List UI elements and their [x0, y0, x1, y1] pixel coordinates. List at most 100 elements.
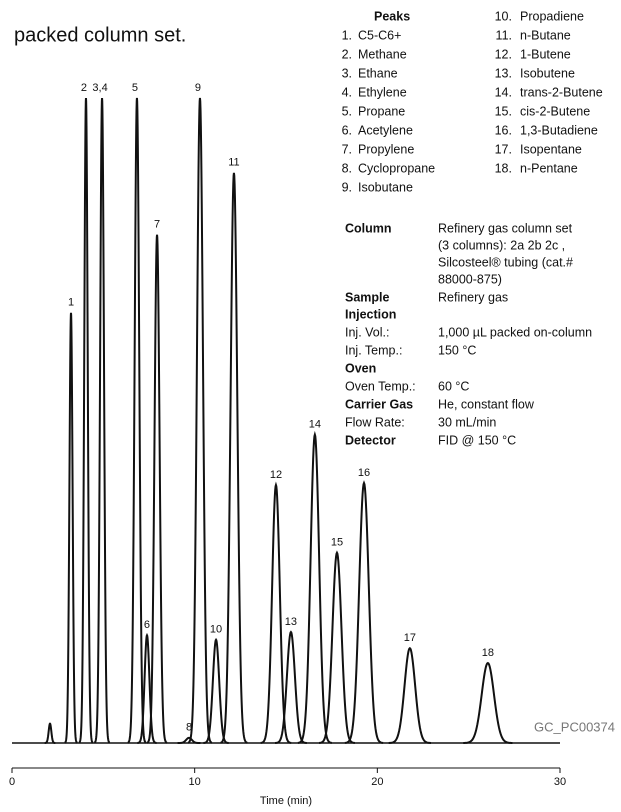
peak-label: 12: [270, 469, 282, 481]
x-tick-label: 20: [371, 776, 383, 788]
peak-number: 11.: [496, 28, 512, 42]
peak-number: 3.: [342, 66, 352, 80]
caption: packed column set.: [14, 24, 186, 46]
peak-number: 18.: [495, 161, 512, 175]
condition-value: Refinery gas column set: [438, 221, 573, 235]
peak-name: Ethylene: [358, 85, 407, 99]
x-tick-label: 30: [554, 776, 566, 788]
peak-label: 15: [331, 537, 343, 549]
peak: [344, 480, 384, 744]
condition-label: Detector: [345, 433, 396, 447]
peak-name: cis-2-Butene: [520, 104, 590, 118]
x-axis-label: Time (min): [260, 795, 312, 807]
condition-label: Injection: [345, 307, 396, 321]
peak: [177, 736, 201, 744]
peak-number: 8.: [342, 161, 352, 175]
peak-label: 1: [68, 297, 74, 309]
peak: [274, 630, 307, 744]
peak-label: 13: [285, 616, 297, 628]
peak-number: 5.: [342, 104, 352, 118]
peak-label: 11: [228, 157, 239, 169]
condition-value: 30 mL/min: [438, 415, 496, 429]
condition-label: Oven Temp.:: [345, 379, 416, 393]
peak: [388, 646, 432, 744]
peak-label: 6: [144, 619, 150, 631]
peak-list-title: Peaks: [374, 9, 410, 23]
peak-number: 6.: [342, 123, 352, 137]
peak-label: 17: [404, 632, 416, 644]
x-tick-label: 10: [189, 776, 201, 788]
peak-number: 4.: [342, 85, 352, 99]
condition-value: Refinery gas: [438, 290, 508, 304]
peak-name: trans-2-Butene: [520, 85, 603, 99]
peak-name: Isobutane: [358, 180, 413, 194]
peak: [187, 97, 213, 744]
watermark: GC_PC00374: [534, 719, 615, 734]
peak-label: 2: [81, 82, 87, 94]
peak-name: Propylene: [358, 142, 414, 156]
peak-label: 18: [482, 647, 494, 659]
peak-number: 16.: [495, 123, 512, 137]
peak: [127, 97, 147, 744]
condition-value: 88000-875): [438, 272, 502, 286]
peak-number: 14.: [495, 85, 512, 99]
condition-label: Inj. Vol.:: [345, 325, 389, 339]
peak-number: 13.: [495, 66, 512, 80]
peak-name: C5-C6+: [358, 28, 401, 42]
peak-label: 14: [309, 419, 321, 431]
peak: [64, 312, 78, 744]
peak-number: 10.: [495, 9, 512, 23]
peak: [463, 661, 513, 744]
peak-label: 16: [358, 467, 370, 479]
condition-value: 1,000 µL packed on-column: [438, 325, 592, 339]
peak: [93, 97, 111, 744]
peak-number: 2.: [342, 47, 352, 61]
condition-value: Silcosteel® tubing (cat.#: [438, 255, 573, 269]
peak-number: 12.: [495, 47, 512, 61]
peak-label: 5: [132, 82, 138, 94]
condition-value: (3 columns): 2a 2b 2c ,: [438, 238, 565, 252]
peak-name: Ethane: [358, 66, 398, 80]
peak-label: 8: [186, 722, 192, 734]
x-tick-label: 0: [9, 776, 15, 788]
peak-label: 7: [154, 219, 160, 231]
peak-number: 15.: [495, 104, 512, 118]
peak-number: 17.: [495, 142, 512, 156]
peak: [297, 430, 332, 744]
condition-value: 150 °C: [438, 343, 476, 357]
peak-number: 7.: [342, 142, 352, 156]
peak-name: Acetylene: [358, 123, 413, 137]
condition-label: Column: [345, 221, 392, 235]
peak-name: Isobutene: [520, 66, 575, 80]
peak-number: 9.: [342, 180, 352, 194]
peak: [260, 481, 292, 744]
peak-name: Methane: [358, 47, 407, 61]
peak-name: Isopentane: [520, 142, 582, 156]
peak: [78, 97, 94, 744]
peak-name: Propadiene: [520, 9, 584, 23]
peak-name: Propane: [358, 104, 405, 118]
peak-name: n-Butane: [520, 28, 571, 42]
peak: [44, 722, 56, 744]
peak: [220, 172, 248, 744]
peak-number: 1.: [342, 28, 352, 42]
peak-name: Cyclopropane: [358, 161, 435, 175]
peak-label: 9: [195, 82, 201, 94]
peak: [318, 550, 355, 744]
condition-label: Inj. Temp.:: [345, 343, 402, 357]
peak-name: n-Pentane: [520, 161, 578, 175]
peak: [137, 632, 157, 744]
condition-label: Flow Rate:: [345, 415, 405, 429]
peak: [146, 234, 168, 744]
condition-value: He, constant flow: [438, 397, 535, 411]
condition-label: Carrier Gas: [345, 397, 413, 411]
condition-label: Sample: [345, 290, 390, 304]
peak-name: 1-Butene: [520, 47, 571, 61]
condition-value: FID @ 150 °C: [438, 433, 516, 447]
condition-value: 60 °C: [438, 379, 469, 393]
peak-name: 1,3-Butadiene: [520, 123, 598, 137]
condition-label: Oven: [345, 361, 376, 375]
peak-label: 10: [210, 624, 222, 636]
peak-label: 3,4: [92, 82, 107, 94]
